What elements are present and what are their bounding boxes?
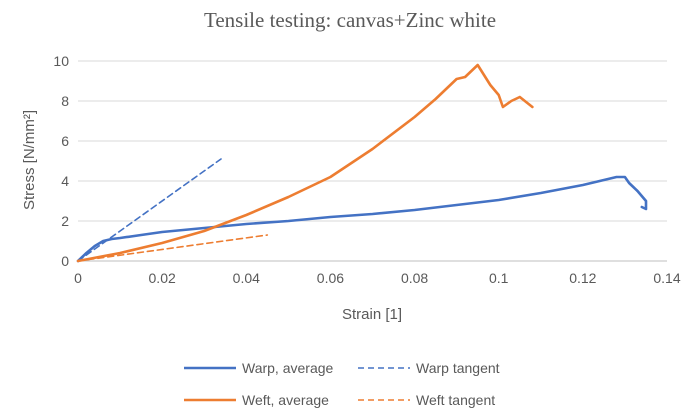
series-line-warp-tangent (77, 158, 222, 262)
y-axis-label: Stress [N/mm²] (21, 110, 38, 210)
y-tick-label: 6 (61, 133, 69, 149)
x-tick-label: 0.12 (569, 270, 596, 286)
grid (78, 60, 667, 222)
legend-item-weft-tangent: Weft tangent (358, 392, 495, 408)
legend-item-warp-average: Warp, average (184, 360, 334, 376)
axes: 0 2 4 6 8 10 0 0.02 0.04 0.06 0.08 0.1 0.12 0.14 (53, 53, 680, 286)
x-axis-label: Strain [1] (342, 306, 402, 323)
series-lines (76, 63, 648, 263)
x-tick-label: 0 (74, 270, 82, 286)
legend-label: Warp, average (242, 360, 334, 376)
legend-item-weft-average: Weft, average (184, 392, 329, 408)
y-tick-label: 2 (61, 213, 69, 229)
series-line-weft-tangent (77, 234, 269, 262)
y-tick-label: 8 (61, 93, 69, 109)
y-tick-label: 0 (61, 253, 69, 269)
x-tick-label: 0.08 (401, 270, 428, 286)
x-tick-label: 0.14 (653, 270, 680, 286)
legend: Warp, average Warp tangent Weft, average We… (184, 360, 500, 408)
x-tick-label: 0.06 (317, 270, 344, 286)
y-tick-label: 10 (53, 53, 69, 69)
legend-label: Warp tangent (416, 360, 500, 376)
y-tick-label: 4 (61, 173, 69, 189)
legend-label: Weft, average (242, 392, 329, 408)
series-line-warp-average (76, 175, 648, 263)
series-line-weft-average (76, 63, 534, 263)
x-tick-label: 0.02 (149, 270, 176, 286)
legend-label: Weft tangent (416, 392, 495, 408)
legend-item-warp-tangent: Warp tangent (358, 360, 500, 376)
chart-title: Tensile testing: canvas+Zinc white (204, 8, 496, 32)
x-tick-label: 0.04 (233, 270, 260, 286)
x-tick-label: 0.1 (489, 270, 509, 286)
